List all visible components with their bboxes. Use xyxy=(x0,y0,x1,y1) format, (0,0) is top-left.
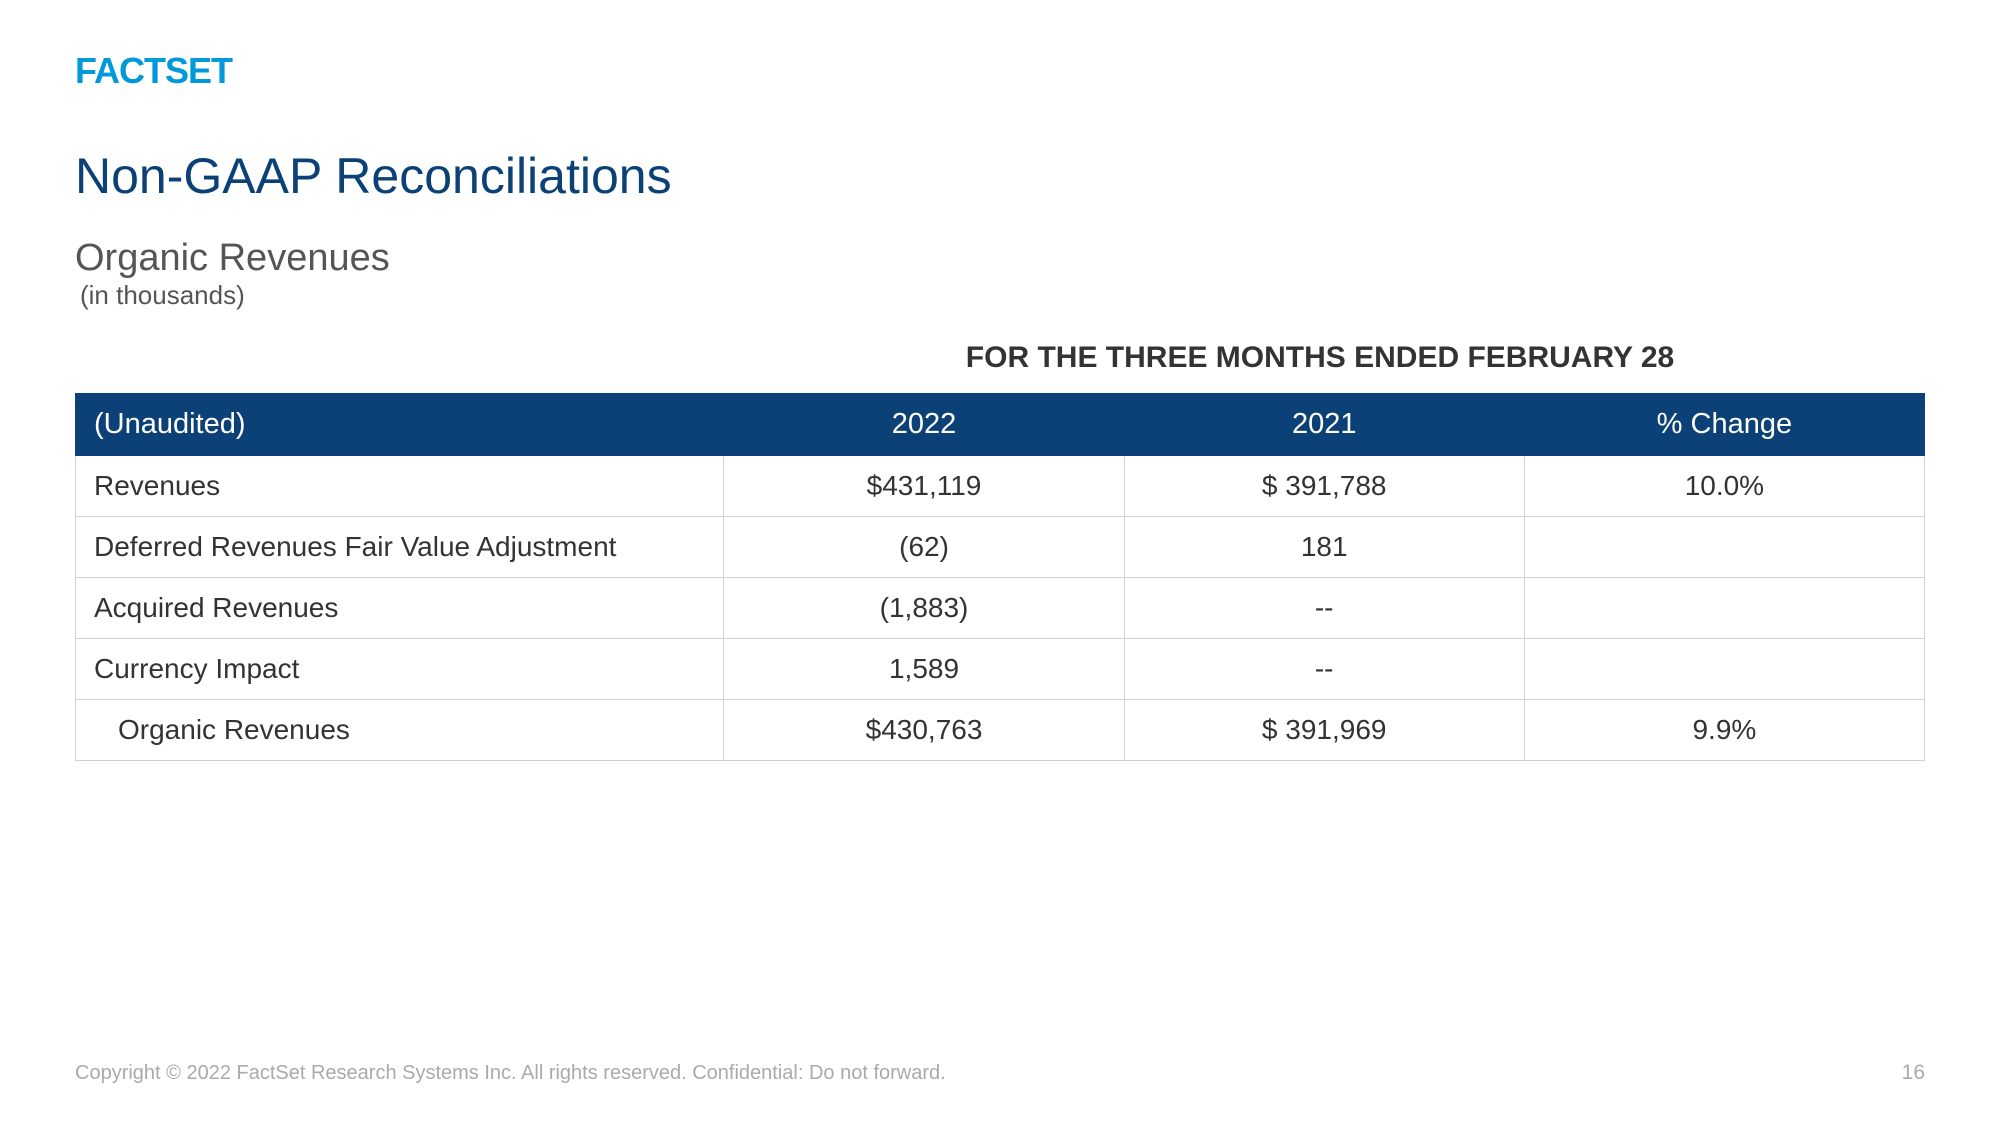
table-row: Acquired Revenues (1,883) -- xyxy=(76,578,1925,639)
column-header-2022: 2022 xyxy=(724,394,1124,456)
row-value-change xyxy=(1524,639,1924,700)
table-row: Organic Revenues $430,763 $ 391,969 9.9% xyxy=(76,700,1925,761)
row-value-2021: -- xyxy=(1124,578,1524,639)
row-value-2021: $ 391,969 xyxy=(1124,700,1524,761)
page-title: Non-GAAP Reconciliations xyxy=(75,147,1925,205)
row-value-2022: (62) xyxy=(724,517,1124,578)
row-label: Acquired Revenues xyxy=(76,578,724,639)
row-value-change: 9.9% xyxy=(1524,700,1924,761)
table-row: Revenues $431,119 $ 391,788 10.0% xyxy=(76,456,1925,517)
subtitle-note: (in thousands) xyxy=(80,280,1925,311)
row-value-2021: 181 xyxy=(1124,517,1524,578)
reconciliation-table: (Unaudited) 2022 2021 % Change Revenues … xyxy=(75,393,1925,761)
table-header-row: (Unaudited) 2022 2021 % Change xyxy=(76,394,1925,456)
row-value-2022: $430,763 xyxy=(724,700,1124,761)
row-value-change xyxy=(1524,517,1924,578)
row-value-2022: 1,589 xyxy=(724,639,1124,700)
brand-logo: FACTSET xyxy=(75,50,1925,92)
column-header-label: (Unaudited) xyxy=(76,394,724,456)
page-number: 16 xyxy=(1902,1061,1925,1085)
row-label: Currency Impact xyxy=(76,639,724,700)
column-header-2021: 2021 xyxy=(1124,394,1524,456)
row-value-2022: (1,883) xyxy=(724,578,1124,639)
table-row: Currency Impact 1,589 -- xyxy=(76,639,1925,700)
row-value-2021: -- xyxy=(1124,639,1524,700)
row-value-change: 10.0% xyxy=(1524,456,1924,517)
row-label: Deferred Revenues Fair Value Adjustment xyxy=(76,517,724,578)
period-header: FOR THE THREE MONTHS ENDED FEBRUARY 28 xyxy=(715,341,1925,375)
column-header-change: % Change xyxy=(1524,394,1924,456)
row-value-2022: $431,119 xyxy=(724,456,1124,517)
subtitle: Organic Revenues xyxy=(75,237,1925,280)
row-label: Revenues xyxy=(76,456,724,517)
row-label: Organic Revenues xyxy=(76,700,724,761)
table-row: Deferred Revenues Fair Value Adjustment … xyxy=(76,517,1925,578)
row-value-change xyxy=(1524,578,1924,639)
footer: Copyright © 2022 FactSet Research System… xyxy=(75,1061,1925,1085)
row-value-2021: $ 391,788 xyxy=(1124,456,1524,517)
footer-copyright: Copyright © 2022 FactSet Research System… xyxy=(75,1062,946,1085)
